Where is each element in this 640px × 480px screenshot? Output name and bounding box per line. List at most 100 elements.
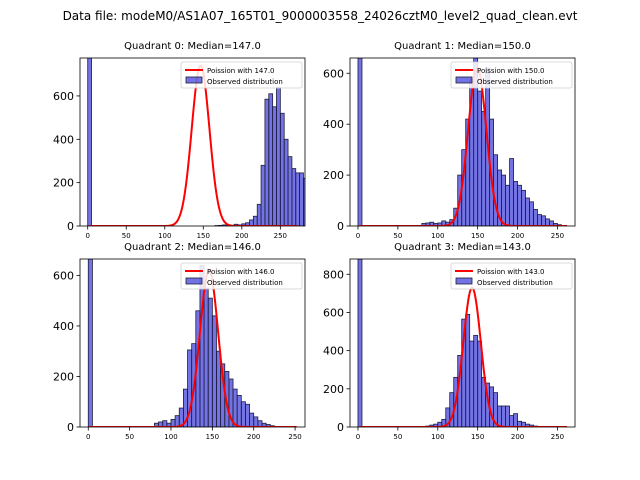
x-tick-label: 100	[431, 232, 444, 240]
histogram-bar	[276, 86, 281, 226]
legend-label-curve: Poission with 147.0	[207, 67, 275, 75]
x-tick-label: 0	[356, 433, 360, 441]
histogram-bar	[513, 181, 518, 226]
histogram-bar	[216, 350, 222, 427]
y-tick-label: 0	[337, 220, 344, 233]
x-tick-label: 200	[247, 433, 260, 441]
subplot-title: Quadrant 1: Median=150.0	[394, 41, 531, 52]
histogram-bars	[87, 58, 334, 226]
figure-title: Data file: modeM0/AS1A07_165T01_90000035…	[63, 9, 578, 23]
histogram-bar	[291, 168, 297, 226]
x-tick-label: 50	[122, 232, 131, 240]
y-tick-label: 400	[53, 320, 74, 333]
axes-frame	[349, 258, 576, 428]
histogram-bar	[509, 158, 514, 226]
x-tick-label: 50	[125, 433, 134, 441]
subplot-quadrant-0: Quadrant 0: Median=147.0 0 50 100 150 200 250 0…	[53, 41, 334, 240]
y-tick-label: 400	[323, 118, 344, 131]
histogram-bar	[299, 172, 304, 226]
x-tick-label: 150	[206, 433, 219, 441]
legend-label-curve: Poission with 150.0	[477, 67, 545, 75]
x-tick-label: 250	[551, 433, 564, 441]
legend-label-bars: Observed distribution	[207, 78, 283, 86]
x-tick-label: 100	[158, 232, 171, 240]
histogram-bar	[287, 156, 293, 226]
histogram-bar	[203, 287, 209, 427]
subplot-title: Quadrant 2: Median=146.0	[124, 242, 261, 253]
x-tick-label: 0	[356, 232, 360, 240]
y-tick-label: 600	[53, 269, 74, 282]
histogram-bar	[513, 413, 518, 427]
y-tick-label: 400	[323, 345, 344, 358]
subplot-quadrant-1: Quadrant 1: Median=150.0 0 50 100 150 200 250 0…	[323, 41, 576, 240]
y-tick-label: 600	[323, 306, 344, 319]
histogram-bar	[253, 416, 259, 427]
histogram-bar	[170, 419, 176, 427]
histogram-bar	[493, 154, 499, 226]
legend-box	[450, 262, 573, 290]
histogram-bar	[501, 405, 506, 427]
histogram-bar	[87, 58, 92, 226]
x-tick-label: 150	[197, 232, 210, 240]
histogram-bar	[357, 58, 363, 226]
x-tick-label: 200	[511, 232, 524, 240]
x-tick-label: 0	[86, 433, 90, 441]
histogram-bar	[315, 197, 319, 226]
x-tick-label: 150	[471, 232, 484, 240]
subplot-title: Quadrant 3: Median=143.0	[394, 242, 531, 253]
histogram-bar	[330, 215, 334, 226]
histogram-bar	[264, 98, 270, 226]
histogram-bar	[481, 111, 487, 226]
x-tick-label: 250	[274, 232, 287, 240]
legend-bar-swatch	[455, 277, 473, 285]
y-tick-label: 200	[53, 370, 74, 383]
histogram-bar	[505, 405, 510, 427]
histogram-bars	[357, 259, 542, 427]
histogram-bar	[477, 90, 483, 226]
histogram-bar	[207, 297, 213, 427]
legend-label-bars: Observed distribution	[477, 279, 553, 287]
histogram-bar	[283, 138, 289, 226]
histogram-bar	[501, 174, 506, 226]
poisson-curve	[359, 67, 568, 226]
legend-bar-swatch	[185, 76, 203, 84]
histogram-bar	[545, 218, 550, 226]
legend-box	[450, 61, 573, 89]
legend-bar-swatch	[455, 76, 473, 84]
histogram-bar	[521, 189, 526, 226]
subplot-quadrant-2: Quadrant 2: Median=146.0 0 50 100 150 200 250 0…	[53, 242, 306, 441]
histogram-bar	[469, 340, 475, 427]
y-tick-label: 600	[323, 67, 344, 80]
histogram-bar	[327, 213, 331, 226]
histogram-bar	[174, 415, 180, 427]
histogram-bar	[236, 395, 242, 427]
axes-frame	[79, 258, 306, 428]
histogram-bar	[272, 106, 277, 226]
histogram-bar	[525, 197, 530, 226]
legend-box	[180, 262, 303, 290]
x-tick-label: 250	[551, 232, 564, 240]
histogram-bar	[319, 201, 323, 226]
x-tick-label: 250	[288, 433, 301, 441]
y-tick-label: 800	[323, 268, 344, 281]
histogram-bar	[541, 215, 546, 226]
y-tick-label: 200	[323, 169, 344, 182]
histogram-bar	[529, 201, 534, 226]
histogram-bar	[252, 215, 258, 226]
x-tick-label: 0	[85, 232, 89, 240]
histogram-bar	[533, 209, 538, 226]
histogram-bar	[268, 93, 274, 226]
subplot-title: Quadrant 0: Median=147.0	[124, 41, 261, 52]
histogram-bar	[537, 214, 542, 226]
y-tick-label: 200	[323, 383, 344, 396]
poisson-curve	[89, 269, 297, 427]
histogram-bar	[303, 177, 305, 226]
histogram-bar	[517, 184, 522, 226]
legend: Poission with 143.0 Observed distribution	[450, 262, 573, 290]
histogram-bar	[477, 340, 483, 427]
histogram-bar	[505, 184, 510, 226]
histogram-bar	[509, 415, 514, 427]
histogram-bar	[295, 172, 301, 226]
x-tick-label: 200	[235, 232, 248, 240]
